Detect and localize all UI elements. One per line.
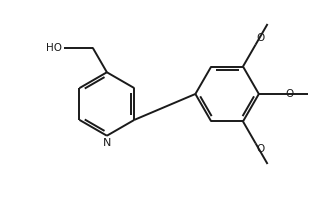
Text: O: O <box>285 89 294 99</box>
Text: HO: HO <box>46 43 62 53</box>
Text: N: N <box>103 138 111 148</box>
Text: O: O <box>257 145 265 155</box>
Text: O: O <box>257 33 265 43</box>
